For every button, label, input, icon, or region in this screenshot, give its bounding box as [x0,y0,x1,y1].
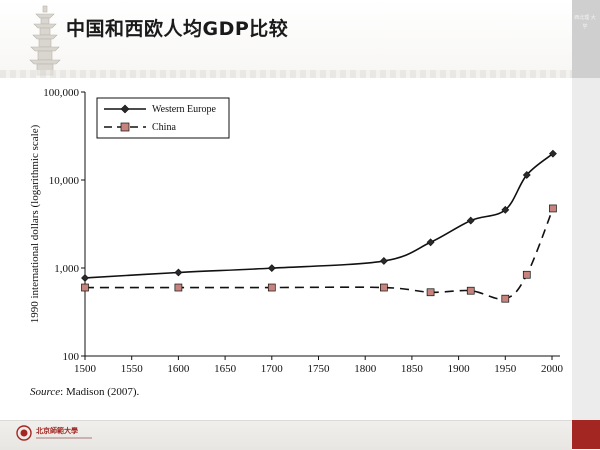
x-tick-label: 1550 [121,363,144,375]
x-tick-label: 1750 [308,363,331,375]
data-point-western-europe [81,274,89,282]
data-point-western-europe [501,205,510,214]
x-tick-label: 1900 [448,363,471,375]
school-name: 北京師範大學 [36,426,78,435]
x-tick-label: 1800 [354,363,377,375]
data-point-china [81,283,89,292]
gdp-comparison-chart: 1500 1550 1600 1650 1700 1750 1800 1850 1900 1950… [29,87,564,375]
y-axis-title: 1990 international dollars (logarithmic … [29,124,41,323]
slide-footer [0,420,572,450]
legend-label-western-europe: Western Europe [152,104,216,115]
series-line-china [85,208,554,300]
legend-label-china: China [152,122,176,133]
data-point-china [466,286,475,295]
series-layer [81,149,557,303]
right-red-block [572,420,600,449]
series-line-western-europe [84,153,554,279]
data-point-western-europe [522,171,531,179]
source-note: Source: Madison (2007). [30,386,139,398]
pagoda-logo-icon [29,5,61,76]
data-point-china [426,288,435,297]
legend-box [96,97,230,139]
data-point-china [267,283,276,292]
slide-header [0,0,572,78]
source-label: Source [30,386,61,398]
y-tick-label: 100,000 [43,87,79,99]
school-subtitle-bar [36,436,92,441]
data-point-western-europe [174,268,183,277]
right-side-strip [572,78,600,420]
x-tick-label: 1950 [494,363,517,375]
x-tick-label: 1500 [74,363,97,375]
x-tick-label: 1650 [214,363,237,375]
data-point-china [549,204,557,213]
y-ticks: 100 1,000 10,000 100,000 [43,87,85,363]
data-point-western-europe [426,238,435,247]
data-point-china [522,270,531,279]
data-point-western-europe [549,149,557,158]
data-point-china [501,294,510,303]
chart-legend: Western Europe China [96,97,230,139]
school-seal-icon [16,425,32,441]
legend-marker-square [120,122,130,132]
y-tick-label: 10,000 [49,175,80,187]
data-point-china [380,283,388,292]
header-divider [0,70,572,78]
y-tick-label: 100 [63,351,80,363]
right-header-band [572,0,600,78]
slide-title: 中国和西欧人均GDP比较 [66,18,289,40]
x-ticks: 1500 1550 1600 1650 1700 1750 1800 1850 1900 1950… [74,356,564,375]
right-band-text: 西北理 大学 [574,15,596,30]
legend-marker-diamond [120,104,130,114]
data-point-china [174,283,183,292]
data-point-western-europe [379,257,388,265]
source-text: : Madison (2007). [60,386,140,398]
x-tick-label: 1600 [167,363,190,375]
data-point-western-europe [466,216,475,225]
y-tick-label: 1,000 [54,263,79,275]
x-tick-label: 1700 [261,363,284,375]
x-tick-label: 1850 [401,363,424,375]
x-tick-label: 2000 [541,363,564,375]
chart-axes [84,92,560,357]
data-point-western-europe [267,264,276,273]
